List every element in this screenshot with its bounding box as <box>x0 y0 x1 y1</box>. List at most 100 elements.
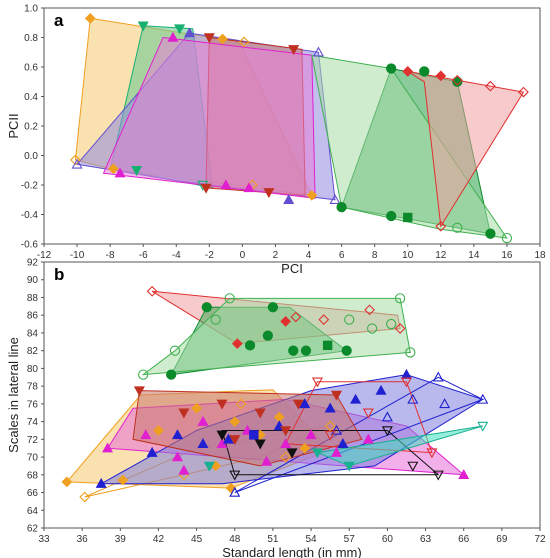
panel-a-y-ticks: -0.6 -0.4 -0.2 0.0 0.2 0.4 0.6 0.8 1.0 <box>21 4 44 251</box>
panel-b-x-tick-label-9: 57 <box>344 534 356 545</box>
panel-a-series-2-point-1 <box>137 21 149 32</box>
panel-b-x-tick-label-13: 69 <box>496 534 508 545</box>
panel-b-series-7-point-7 <box>249 430 259 440</box>
panel-b-y-tick-label-11: 82 <box>27 346 39 357</box>
panel-b-hulls <box>65 290 485 498</box>
panel-b-series-2-point-3 <box>244 340 256 351</box>
panel-b-series-12-point-4 <box>203 461 215 472</box>
panel-b-series-6-point-2 <box>140 429 152 440</box>
panel-b-y-tick-label-2: 64 <box>27 506 39 517</box>
panel-b-series-11-point-2 <box>254 439 266 450</box>
panel-b-series-4-point-2 <box>225 482 237 494</box>
panel-b-x-tick-label-12: 66 <box>458 534 470 545</box>
panel-b-series-7-point-9 <box>197 438 209 448</box>
panel-b-y-tick-label-1: 62 <box>27 524 39 535</box>
panel-b-series-1-point-3 <box>280 316 292 327</box>
panel-b-series-11-point-5 <box>407 461 419 472</box>
panel-b-x-tick-label-1: 33 <box>38 534 50 545</box>
panel-a-series-6-point-1 <box>386 63 397 74</box>
panel-b-series-4-point-1 <box>61 476 73 488</box>
panel-b-series-10-point-5 <box>324 430 336 441</box>
panel-b-series-1-point-2 <box>231 338 243 349</box>
panel-a-series-3-point-2 <box>312 46 324 57</box>
panel-a-series-2-point-3 <box>131 166 143 176</box>
panel-b-series-12-point-2 <box>311 448 323 459</box>
panel-b-y-tick-label-8: 76 <box>27 399 39 410</box>
panel-a-series-6-point-4 <box>336 201 347 213</box>
panel-a-y-tick-label-2: -0.4 <box>21 210 39 221</box>
panel-b-series-6-point-3 <box>172 451 184 462</box>
panel-b-x-tick-label-10: 60 <box>382 534 394 545</box>
panel-b-series-5-point-5 <box>235 398 247 410</box>
panel-a-series-5-point-3 <box>243 182 255 193</box>
panel-b-series-3-point-2 <box>394 293 406 304</box>
panel-a-series-3-point-5 <box>71 158 83 169</box>
panel-b-x-tick-label-6: 48 <box>229 534 241 545</box>
panel-a-x-tick-label-7: 0 <box>240 250 246 261</box>
panel-a-series-6-point-3 <box>452 76 463 87</box>
panel-b-series-3-point-6 <box>210 314 221 325</box>
panel-a-hull-8 <box>407 70 525 228</box>
panel-a-series-5-point-4 <box>114 167 126 178</box>
panel-a-x-tick-label-9: 4 <box>306 250 312 261</box>
panel-b-series-4-point-8 <box>299 442 311 454</box>
panel-b-series-1-point-1 <box>146 285 158 297</box>
panel-b-series-8-point-3 <box>407 393 419 404</box>
panel-a-x-tick-label-5: -4 <box>172 250 181 261</box>
panel-b-x-tick-label-2: 36 <box>77 534 89 545</box>
panel-a-series-1-point-4 <box>70 154 81 166</box>
panel-b-series-2-point-9 <box>166 369 177 380</box>
panel-b-y-tick-label-13: 86 <box>27 311 39 322</box>
panel-b-series-6-point-4 <box>197 415 209 426</box>
panel-b-series-8-point-5 <box>381 411 393 422</box>
panel-a-series-5-point-1 <box>167 31 179 42</box>
panel-b-series-9-point-8 <box>229 435 241 446</box>
panel-b-series-3-point-3 <box>405 347 416 358</box>
panel-b-series-1-point-4 <box>290 311 302 323</box>
panel-b-series-7-point-8 <box>222 433 234 444</box>
panel-b-series-5-point-3 <box>280 451 292 463</box>
panel-b-hull-10 <box>284 381 433 454</box>
panel-b-series-7-point-13 <box>337 438 349 448</box>
panel-a-x-tick-label-14: 14 <box>468 250 480 261</box>
panel-b-series-9-point-2 <box>178 408 190 419</box>
panel-b-series-3-point-1 <box>224 293 235 304</box>
panel-a-y-tick-label-4: 0.0 <box>24 151 38 162</box>
panel-b-series-8-point-4 <box>439 398 451 409</box>
panel-b-series-5-point-4 <box>324 420 336 432</box>
panel-b-series-6-point-10 <box>330 446 343 457</box>
panel-a-series-1-point-3 <box>238 36 250 48</box>
panel-b-series-7-point-5 <box>299 398 311 409</box>
panel-b-x-tick-label-4: 42 <box>153 534 165 545</box>
panel-a-series-6-point-2 <box>419 66 430 77</box>
panel-a-x-axis-label: PCI <box>281 261 303 276</box>
panel-b-frame <box>43 261 541 529</box>
panel-a-series-1-point-6 <box>306 189 318 201</box>
panel-a-x-tick-label-13: 12 <box>435 250 447 261</box>
panel-a-y-tick-label-9: 1.0 <box>24 4 38 15</box>
panel-b-series-1-point-5 <box>318 314 330 326</box>
panel-b-series-4-point-4 <box>191 402 202 414</box>
panel-a-series-3-point-4 <box>329 194 341 204</box>
panel-b-series-2-point-1 <box>201 302 212 313</box>
panel-b-series-7-point-2 <box>375 384 387 395</box>
panel-a-x-tick-label-1: -12 <box>37 250 52 261</box>
panel-b-hull-11 <box>221 430 440 476</box>
panel-b-series-1-point-6 <box>364 304 375 316</box>
panel-b-series-2-point-5 <box>288 345 299 356</box>
panel-b-series-6-point-12 <box>458 469 470 480</box>
panel-a-hulls <box>74 17 525 239</box>
panel-b-y-tick-label-14: 88 <box>27 293 39 304</box>
panel-a-series-8-point-6 <box>435 220 447 232</box>
panel-b-series-11-point-1 <box>216 430 228 441</box>
panel-b-y-tick-label-5: 70 <box>27 453 39 464</box>
panel-b-series-10-point-1 <box>311 377 323 388</box>
panel-a-series-1-point-2 <box>217 33 228 45</box>
panel-b-x-tick-label-7: 51 <box>267 534 279 545</box>
panel-b-x-tick-label-8: 54 <box>306 534 318 545</box>
panel-a-x-ticks: -12 -10 -8 -6 -4 -2 0 2 4 6 8 10 12 14 16 18 <box>37 244 546 261</box>
panel-b-series-1-point-7 <box>394 323 406 334</box>
panel-b-x-tick-label-3: 39 <box>115 534 127 545</box>
panel-a-y-tick-label-7: 0.6 <box>24 63 38 74</box>
